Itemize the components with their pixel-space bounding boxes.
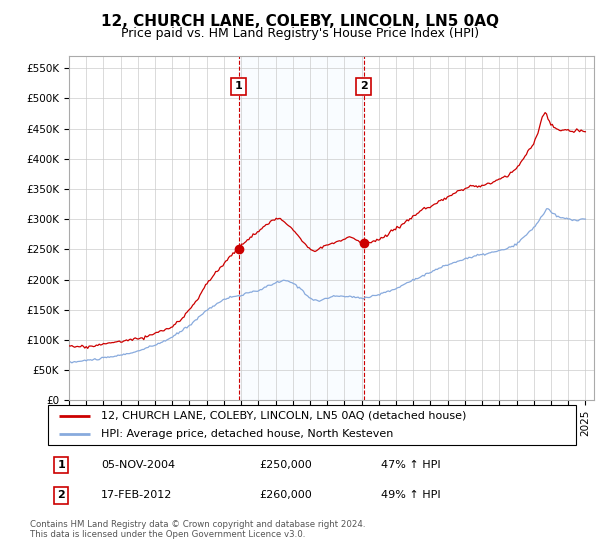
Text: 12, CHURCH LANE, COLEBY, LINCOLN, LN5 0AQ (detached house): 12, CHURCH LANE, COLEBY, LINCOLN, LN5 0A… [101,411,466,421]
Text: 2: 2 [58,491,65,501]
Text: 47% ↑ HPI: 47% ↑ HPI [380,460,440,470]
Text: 2: 2 [360,81,368,91]
Text: Contains HM Land Registry data © Crown copyright and database right 2024.
This d: Contains HM Land Registry data © Crown c… [30,520,365,539]
Text: 1: 1 [235,81,242,91]
Bar [239,56,364,400]
Text: 12, CHURCH LANE, COLEBY, LINCOLN, LN5 0AQ: 12, CHURCH LANE, COLEBY, LINCOLN, LN5 0A… [101,14,499,29]
Text: £250,000: £250,000 [259,460,312,470]
Text: 17-FEB-2012: 17-FEB-2012 [101,491,172,501]
Text: 1: 1 [58,460,65,470]
Text: HPI: Average price, detached house, North Kesteven: HPI: Average price, detached house, Nort… [101,430,393,439]
Text: £260,000: £260,000 [259,491,312,501]
Text: 05-NOV-2004: 05-NOV-2004 [101,460,175,470]
Text: Price paid vs. HM Land Registry's House Price Index (HPI): Price paid vs. HM Land Registry's House … [121,27,479,40]
Text: 49% ↑ HPI: 49% ↑ HPI [380,491,440,501]
